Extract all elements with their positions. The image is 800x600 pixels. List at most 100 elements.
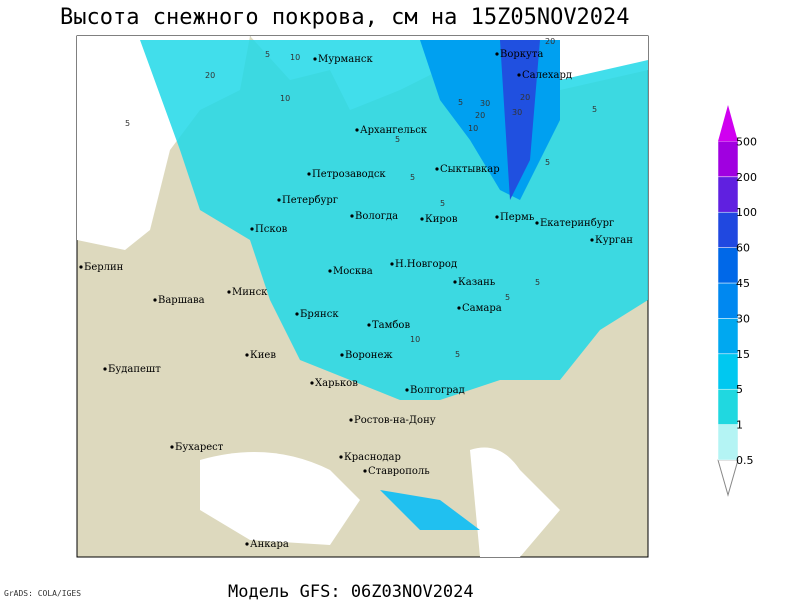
city-label: Петербург <box>282 195 338 206</box>
legend-swatch <box>717 247 739 284</box>
contour-label: 5 <box>265 50 270 59</box>
legend-label: 0.5 <box>736 454 754 467</box>
legend-label: 60 <box>736 242 750 255</box>
city-label: Самара <box>462 303 502 314</box>
city-dot <box>250 227 254 231</box>
credit: GrADS: COLA/IGES <box>4 589 81 598</box>
contour-label: 5 <box>440 199 445 208</box>
city-label: Волгоград <box>410 385 465 396</box>
map <box>77 36 648 557</box>
contour-label: 5 <box>410 173 415 182</box>
city-dot <box>349 418 353 422</box>
city-dot <box>495 52 499 56</box>
contour-label: 10 <box>410 335 420 344</box>
legend-label: 100 <box>736 206 757 219</box>
city-dot <box>363 469 367 473</box>
city-label: Архангельск <box>360 125 428 136</box>
city-label: Будапешт <box>108 364 161 375</box>
city-dot <box>457 306 461 310</box>
city-label: Казань <box>458 277 496 288</box>
legend-swatch <box>717 211 739 248</box>
city-label: Сыктывкар <box>440 164 500 175</box>
city-label: Псков <box>255 224 288 235</box>
city-dot <box>245 542 249 546</box>
city-dot <box>590 238 594 242</box>
legend-swatch <box>717 424 739 461</box>
contour-label: 20 <box>545 37 555 46</box>
legend-arrow-low <box>717 459 739 497</box>
city-label: Минск <box>232 287 268 298</box>
contour-label: 20 <box>475 111 485 120</box>
contour-label: 5 <box>535 278 540 287</box>
city-label: Ростов-на-Дону <box>354 415 436 426</box>
legend-label: 1 <box>736 419 743 432</box>
legend-label: 200 <box>736 171 757 184</box>
city-label: Воронеж <box>345 350 393 361</box>
city-label: Воркута <box>500 49 543 60</box>
contour-label: 20 <box>205 71 215 80</box>
city-dot <box>328 269 332 273</box>
contour-label: 10 <box>280 94 290 103</box>
contour-label: 20 <box>520 93 530 102</box>
city-dot <box>227 290 231 294</box>
city-dot <box>339 455 343 459</box>
legend-label: 45 <box>736 277 750 290</box>
legend-label: 500 <box>736 135 757 148</box>
city-dot <box>79 265 83 269</box>
city-label: Ставрополь <box>368 466 430 477</box>
contour-label: 30 <box>512 108 522 117</box>
title: Высота снежного покрова, см на 15Z05NOV2… <box>60 5 630 30</box>
city-dot <box>350 214 354 218</box>
city-label: Бухарест <box>175 442 224 453</box>
legend-label: 15 <box>736 348 750 361</box>
city-dot <box>355 128 359 132</box>
city-label: Варшава <box>158 295 205 306</box>
city-label: Петрозаводск <box>312 169 386 180</box>
legend-arrow-high <box>718 105 738 142</box>
legend-swatch <box>717 318 739 355</box>
city-dot <box>420 217 424 221</box>
city-dot <box>310 381 314 385</box>
contour-label: 10 <box>468 124 478 133</box>
city-label: Москва <box>333 266 373 277</box>
legend-swatch <box>717 176 739 213</box>
legend-swatch <box>717 141 739 178</box>
city-dot <box>405 388 409 392</box>
city-label: Берлин <box>84 262 124 273</box>
city-label: Брянск <box>300 309 339 320</box>
city-dot <box>307 172 311 176</box>
contour-label: 5 <box>455 350 460 359</box>
city-label: Екатеринбург <box>540 218 614 229</box>
city-label: Харьков <box>315 378 358 389</box>
contour-label: 5 <box>125 119 130 128</box>
contour-label: 10 <box>290 53 300 62</box>
subtitle: Модель GFS: 06Z03NOV2024 <box>228 582 474 600</box>
city-label: Пермь <box>500 212 535 223</box>
city-label: Киров <box>425 214 458 225</box>
legend-swatch <box>717 282 739 319</box>
city-dot <box>170 445 174 449</box>
city-label: Краснодар <box>344 452 401 463</box>
legend-label: 5 <box>736 383 743 396</box>
city-dot <box>535 221 539 225</box>
city-label: Киев <box>250 350 276 361</box>
city-dot <box>313 57 317 61</box>
contour-label: 5 <box>505 293 510 302</box>
city-label: Мурманск <box>318 54 374 65</box>
city-dot <box>517 73 521 77</box>
city-dot <box>390 262 394 266</box>
city-dot <box>295 312 299 316</box>
contour-label: 5 <box>592 105 597 114</box>
legend-label: 30 <box>736 312 750 325</box>
contour-label: 30 <box>480 99 490 108</box>
city-dot <box>103 367 107 371</box>
contour-label: 5 <box>395 135 400 144</box>
city-dot <box>277 198 281 202</box>
contour-label: 5 <box>458 98 463 107</box>
city-label: Анкара <box>250 539 289 550</box>
city-label: Курган <box>595 235 633 246</box>
city-label: Вологда <box>355 211 398 222</box>
city-label: Тамбов <box>372 320 410 331</box>
city-dot <box>435 167 439 171</box>
legend-swatch <box>717 388 739 425</box>
